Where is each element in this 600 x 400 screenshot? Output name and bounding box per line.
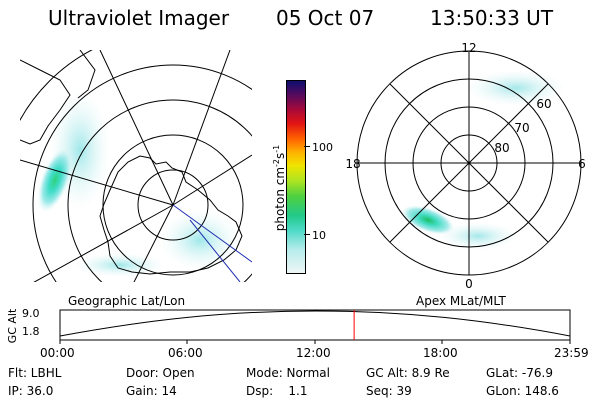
mlt-label-18: 18 xyxy=(345,157,360,171)
mlat-label-70: 70 xyxy=(514,121,529,135)
gain-value: Gain: 14 xyxy=(126,384,177,398)
continent-coastline xyxy=(20,59,71,145)
aurora-diffuse-region-south xyxy=(160,210,240,270)
magnetic-polar-plot: 12 0 18 6 60 70 80 xyxy=(345,41,586,290)
timeline-plot xyxy=(59,309,571,344)
island-coastline xyxy=(77,50,96,99)
apex-caption: Apex MLat/MLT xyxy=(416,294,506,308)
colorbar xyxy=(286,80,306,274)
door-status: Door: Open xyxy=(126,366,195,380)
timeline-ytick-1-8: 1.8 xyxy=(22,325,40,338)
mode-value: Mode: Normal xyxy=(246,366,330,380)
glat-value: GLat: -76.9 xyxy=(486,366,553,380)
instrument-title: Ultraviolet Imager xyxy=(48,6,230,30)
colorbar-tick-10: 10 xyxy=(312,229,326,242)
sequence-value: Seq: 39 xyxy=(366,384,412,398)
dsp-value: Dsp: 1.1 xyxy=(246,384,308,398)
aurora-diffuse-band xyxy=(75,253,165,277)
timeline-xtick-0600: 06:00 xyxy=(168,346,203,360)
aurora-nightside-band xyxy=(438,222,518,250)
colorbar-tickmark-100 xyxy=(304,146,310,147)
ip-value: IP: 36.0 xyxy=(8,384,54,398)
filter-value: Flt: LBHL xyxy=(8,366,62,380)
latitude-circles xyxy=(20,50,252,282)
timeline-ylabel: GC Alt xyxy=(6,308,19,344)
aurora-dayside-arc xyxy=(466,70,566,106)
time-label: 13:50:33 UT xyxy=(430,6,554,30)
orbit-altitude-curve xyxy=(59,310,571,337)
colorbar-tick-100: 100 xyxy=(312,141,333,154)
mlt-spokes xyxy=(357,51,581,275)
colorbar-gradient xyxy=(287,81,305,273)
timeline-xtick-1800: 18:00 xyxy=(423,346,458,360)
glon-value: GLon: 148.6 xyxy=(486,384,559,398)
timeline-ytick-9: 9.0 xyxy=(22,307,40,320)
mlat-label-80: 80 xyxy=(494,141,509,155)
mlt-label-12: 12 xyxy=(461,41,476,55)
date-label: 05 Oct 07 xyxy=(276,6,375,30)
meridian-lines xyxy=(20,50,252,282)
colorbar-unit-label: photon cm-2s-1 xyxy=(272,144,287,232)
mlt-label-0: 0 xyxy=(465,277,473,290)
terminator-lines xyxy=(172,204,252,282)
geographic-map xyxy=(20,50,252,282)
antarctica-coastline xyxy=(99,155,243,275)
mlt-label-6: 6 xyxy=(578,157,586,171)
timeline-xtick-0000: 00:00 xyxy=(40,346,75,360)
timeline-frame xyxy=(59,309,571,341)
timeline-ticks xyxy=(59,340,571,344)
colorbar-tickmark-10 xyxy=(304,234,310,235)
aurora-bright-spot xyxy=(37,147,73,213)
timeline-xtick-1200: 12:00 xyxy=(296,346,331,360)
mlat-label-60: 60 xyxy=(536,97,551,111)
gc-altitude-value: GC Alt: 8.9 Re xyxy=(366,366,450,380)
aurora-bright-spot xyxy=(401,205,455,235)
timeline-xtick-2359: 23:59 xyxy=(554,346,589,360)
geographic-caption: Geographic Lat/Lon xyxy=(68,294,186,308)
